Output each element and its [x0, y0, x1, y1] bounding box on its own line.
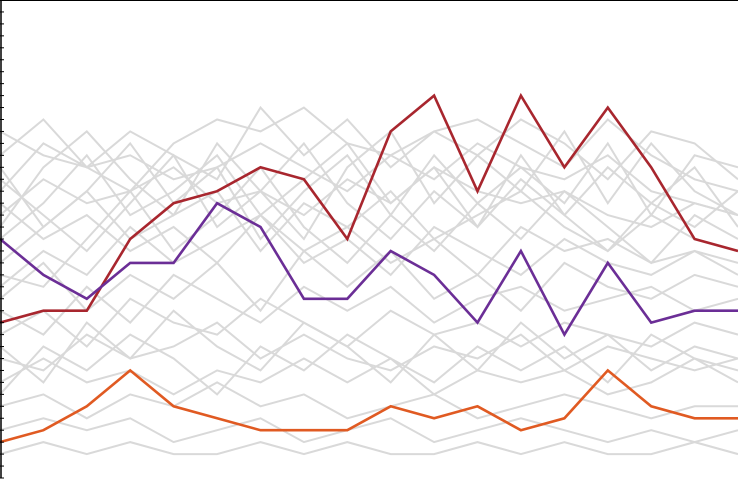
highlighted-series-line-2: [0, 201, 738, 338]
context-series-line-10: [0, 381, 738, 420]
context-series-line-9: [0, 357, 738, 396]
context-series-line-13: [0, 105, 738, 181]
context-series-line-15: [0, 165, 738, 288]
context-series-line-4: [0, 189, 738, 264]
context-series-line-17: [0, 249, 738, 313]
highlighted-series-group: [0, 92, 738, 444]
context-series-line-5: [0, 213, 738, 288]
context-series-line-22: [0, 202, 738, 277]
context-series-line-3: [0, 166, 738, 229]
y-axis-ticks: [0, 0, 4, 479]
context-series-line-12: [0, 441, 738, 456]
context-series-line-11: [0, 417, 738, 444]
highlighted-series-line-3: [0, 368, 738, 444]
context-series-line-14: [0, 141, 738, 240]
context-series-line-19: [0, 129, 738, 241]
context-series-line-6: [0, 273, 738, 336]
context-series-line-20: [0, 333, 738, 396]
context-series-line-2: [0, 142, 738, 217]
context-series-group: [0, 105, 738, 456]
highlighted-series-line-1: [0, 92, 738, 324]
context-series-line-7: [0, 297, 738, 348]
context-series-line-18: [0, 309, 738, 384]
